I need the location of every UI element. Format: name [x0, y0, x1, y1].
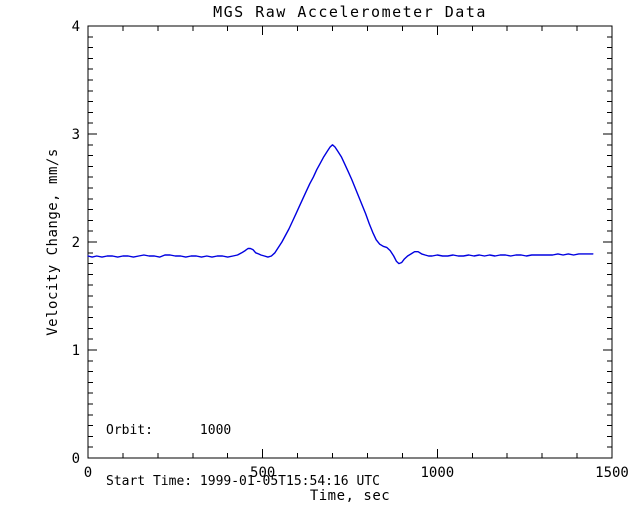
- x-tick-label: 1500: [595, 465, 629, 481]
- annotation-block: Orbit: 1000 Start Time: 1999-01-05T15:54…: [106, 388, 380, 512]
- tick-labels: 0 500 1000 1500 0 1 2 3 4: [72, 19, 629, 481]
- axis-ticks: [87, 25, 613, 459]
- chart-title: MGS Raw Accelerometer Data: [213, 3, 487, 21]
- annotation-start-time: Start Time: 1999-01-05T15:54:16 UTC: [106, 474, 380, 489]
- x-axis-label: Time, sec: [310, 488, 390, 504]
- x-tick-label: 0: [84, 465, 92, 481]
- annotation-orbit: Orbit: 1000: [106, 423, 232, 438]
- y-tick-label: 3: [72, 127, 80, 143]
- y-tick-label: 2: [72, 235, 80, 251]
- x-tick-label: 500: [250, 465, 275, 481]
- x-tick-label: 1000: [420, 465, 454, 481]
- y-tick-label: 4: [72, 19, 80, 35]
- data-line: [87, 144, 594, 265]
- y-tick-label: 0: [72, 451, 80, 467]
- y-axis-label: Velocity Change, mm/s: [45, 148, 61, 336]
- y-tick-label: 1: [72, 343, 80, 359]
